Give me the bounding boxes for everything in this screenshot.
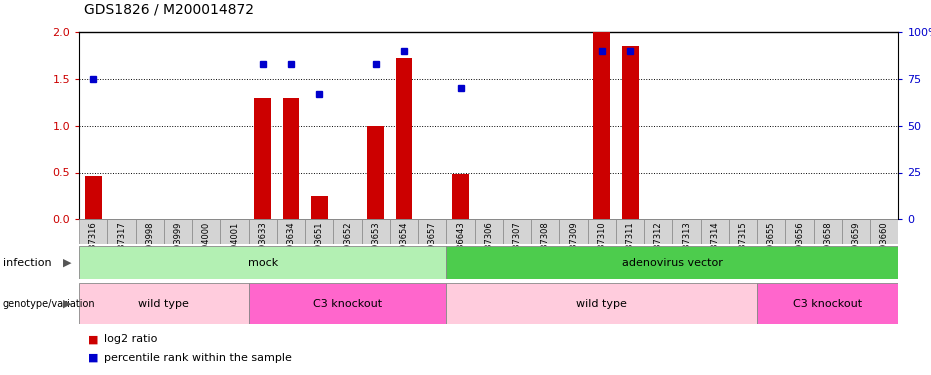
Bar (333, 219, 361, 244)
Bar (79, 283, 249, 324)
Bar (587, 219, 616, 244)
Bar (85, 176, 101, 219)
Bar (446, 246, 898, 279)
Bar (532, 219, 560, 244)
Bar (390, 219, 418, 244)
Text: GSM93658: GSM93658 (823, 221, 832, 267)
Bar (672, 219, 701, 244)
Bar (79, 219, 107, 244)
Text: GSM87308: GSM87308 (541, 221, 550, 267)
Text: C3 knockout: C3 knockout (793, 299, 862, 309)
Bar (446, 219, 475, 244)
Bar (305, 219, 333, 244)
Text: GSM87307: GSM87307 (513, 221, 521, 267)
Bar (475, 219, 503, 244)
Text: ▶: ▶ (63, 258, 72, 267)
Text: GSM93656: GSM93656 (795, 221, 804, 267)
Bar (277, 219, 305, 244)
Text: GSM93651: GSM93651 (315, 221, 324, 267)
Bar (757, 219, 786, 244)
Text: GSM93660: GSM93660 (880, 221, 889, 267)
Text: genotype/variation: genotype/variation (3, 299, 95, 309)
Text: GSM86643: GSM86643 (456, 221, 465, 267)
Bar (729, 219, 757, 244)
Text: C3 knockout: C3 knockout (313, 299, 382, 309)
Bar (814, 219, 842, 244)
Text: GSM87309: GSM87309 (569, 221, 578, 267)
Text: GSM93634: GSM93634 (287, 221, 295, 267)
Bar (446, 283, 757, 324)
Text: ■: ■ (88, 334, 99, 344)
Bar (136, 219, 164, 244)
Text: GSM93657: GSM93657 (427, 221, 437, 267)
Text: GSM87312: GSM87312 (654, 221, 663, 267)
Text: GSM93999: GSM93999 (173, 221, 182, 267)
Text: GSM87313: GSM87313 (682, 221, 691, 267)
Text: GSM93653: GSM93653 (371, 221, 380, 267)
Text: infection: infection (3, 258, 51, 267)
Text: wild type: wild type (139, 299, 189, 309)
Text: GSM87310: GSM87310 (598, 221, 606, 267)
Bar (644, 219, 672, 244)
Text: adenovirus vector: adenovirus vector (622, 258, 722, 267)
Text: GSM93998: GSM93998 (145, 221, 155, 267)
Bar (701, 219, 729, 244)
Bar (249, 219, 277, 244)
Bar (616, 219, 644, 244)
Bar (164, 219, 192, 244)
Bar (593, 32, 610, 219)
Text: GSM87314: GSM87314 (710, 221, 720, 267)
Bar (560, 219, 587, 244)
Bar (418, 219, 446, 244)
Bar (192, 219, 221, 244)
Text: ■: ■ (88, 353, 99, 363)
Text: ▶: ▶ (63, 299, 72, 309)
Bar (842, 219, 870, 244)
Bar (221, 219, 249, 244)
Bar (368, 126, 385, 219)
Bar (361, 219, 390, 244)
Text: percentile rank within the sample: percentile rank within the sample (104, 353, 292, 363)
Text: mock: mock (248, 258, 277, 267)
Text: GSM93659: GSM93659 (852, 221, 860, 267)
Bar (870, 219, 898, 244)
Text: GSM93655: GSM93655 (767, 221, 776, 267)
Bar (503, 219, 532, 244)
Text: GSM94001: GSM94001 (230, 221, 239, 267)
Bar (786, 219, 814, 244)
Text: wild type: wild type (576, 299, 627, 309)
Bar (249, 283, 446, 324)
Text: GSM93652: GSM93652 (343, 221, 352, 267)
Text: GSM87315: GSM87315 (738, 221, 748, 267)
Bar (757, 283, 898, 324)
Text: GSM93654: GSM93654 (399, 221, 409, 267)
Bar (622, 46, 639, 219)
Text: log2 ratio: log2 ratio (104, 334, 157, 344)
Text: GSM87311: GSM87311 (626, 221, 635, 267)
Text: GSM87316: GSM87316 (88, 221, 98, 267)
Bar (107, 219, 136, 244)
Text: GSM94000: GSM94000 (202, 221, 210, 267)
Bar (396, 58, 412, 219)
Bar (311, 196, 328, 219)
Text: GSM93633: GSM93633 (258, 221, 267, 267)
Text: GSM87306: GSM87306 (484, 221, 493, 267)
Bar (282, 98, 300, 219)
Bar (452, 174, 469, 219)
Bar (254, 98, 271, 219)
Bar (79, 246, 446, 279)
Text: GSM87317: GSM87317 (117, 221, 126, 267)
Text: GDS1826 / M200014872: GDS1826 / M200014872 (84, 3, 254, 17)
